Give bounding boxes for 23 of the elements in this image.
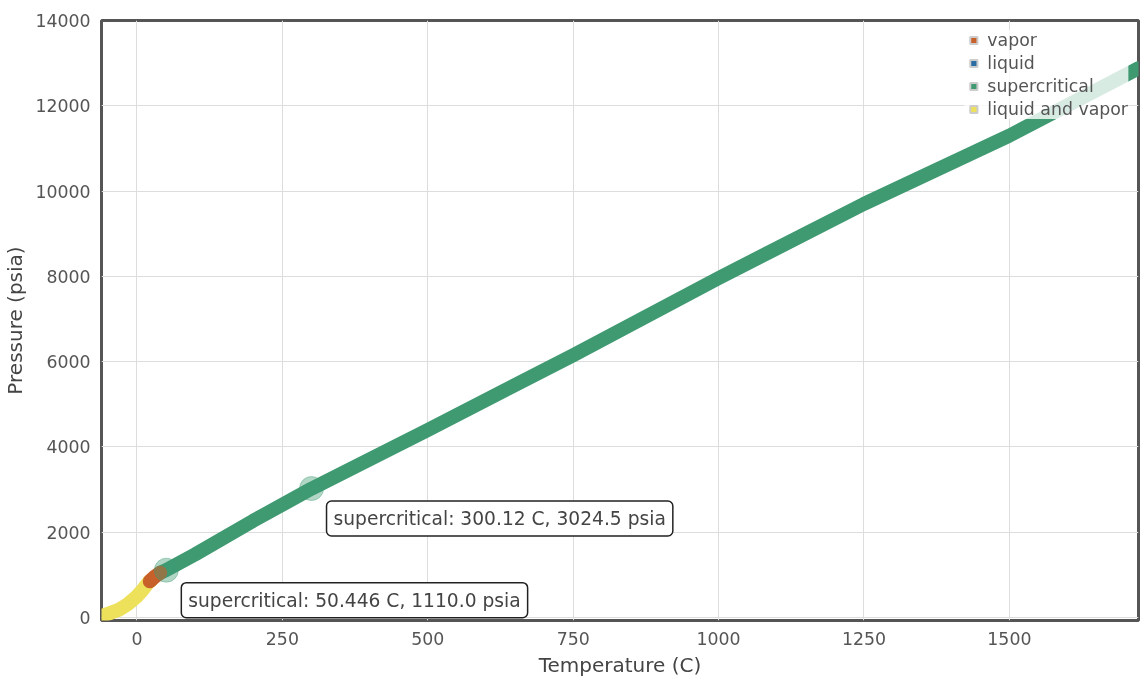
x-tick-label: 500 (411, 628, 445, 649)
x-tick-label: 1250 (841, 628, 887, 649)
y-axis-title: Pressure (psia) (3, 246, 28, 395)
x-tick-label: 0 (131, 628, 143, 649)
y-tick-label: 6000 (46, 352, 91, 373)
x-tick-label: 1500 (987, 628, 1032, 649)
legend-label: vapor (987, 30, 1037, 50)
x-tick-label: 250 (265, 628, 299, 649)
y-tick-label: 2000 (46, 522, 91, 543)
legend-label: liquid (987, 53, 1035, 73)
y-tick-label: 0 (79, 608, 91, 629)
y-tick-label: 12000 (35, 96, 91, 117)
x-axis-title: Temperature (C) (537, 652, 702, 677)
y-tick-label: 8000 (46, 266, 91, 287)
x-tick-label: 750 (556, 628, 590, 649)
y-tick-label: 14000 (35, 11, 91, 31)
x-tick-label: 1000 (696, 628, 741, 649)
y-tick-label: 10000 (35, 181, 91, 202)
y-tick-label: 4000 (46, 437, 91, 458)
legend-label: supercritical (987, 76, 1094, 96)
annotation: supercritical: 300.12 C, 3024.5 psia (333, 508, 666, 530)
annotation: supercritical: 50.446 C, 1110.0 psia (188, 589, 521, 611)
legend-label: liquid and vapor (987, 99, 1128, 119)
